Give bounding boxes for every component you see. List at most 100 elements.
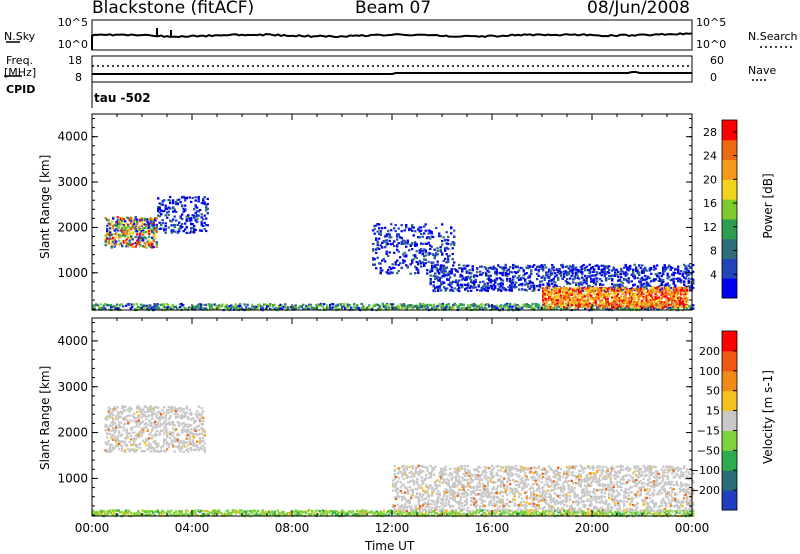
power-cell — [109, 237, 112, 240]
velocity-cell — [149, 513, 152, 516]
power-cell — [372, 305, 375, 308]
power-cell — [614, 283, 617, 286]
velocity-cell — [124, 409, 127, 412]
velocity-cell — [148, 445, 151, 448]
power-cell — [606, 294, 609, 297]
velocity-cell — [110, 435, 113, 438]
power-cell — [533, 284, 536, 287]
power-cell — [593, 274, 596, 277]
power-cell — [632, 273, 635, 276]
power-cell — [572, 291, 575, 294]
power-cell — [194, 219, 197, 222]
power-cell — [569, 292, 572, 295]
power-cell — [600, 292, 603, 295]
power-cell — [467, 264, 470, 267]
velocity-cell — [172, 445, 175, 448]
power-cell — [446, 287, 449, 290]
velocity-cell — [107, 510, 110, 513]
power-cell — [549, 293, 552, 297]
power-cell — [578, 282, 581, 285]
power-cell — [198, 303, 201, 306]
velocity-cell — [197, 418, 200, 421]
power-cell — [516, 265, 519, 268]
power-cell — [145, 231, 148, 234]
power-cell — [462, 303, 465, 306]
power-cell — [567, 289, 570, 292]
power-cell — [290, 306, 293, 309]
velocity-cell — [119, 511, 122, 514]
power-cell — [353, 303, 356, 306]
power-cell — [641, 289, 644, 292]
power-cell — [394, 263, 397, 266]
power-cell — [680, 290, 683, 293]
velocity-cell — [143, 441, 146, 444]
velocity-cell — [176, 413, 179, 416]
power-cell — [546, 308, 549, 311]
power-cell — [154, 217, 157, 220]
velocity-cell — [200, 509, 203, 512]
power-cell — [600, 289, 603, 292]
power-cell — [139, 227, 142, 230]
power-cell — [115, 228, 118, 231]
velocity-cell — [161, 409, 164, 412]
power-cell — [450, 286, 453, 289]
power-cell — [675, 277, 678, 280]
power-cell — [495, 270, 498, 273]
power-cell — [118, 223, 121, 226]
velocity-cell — [188, 442, 191, 445]
power-cell — [125, 241, 128, 244]
power-cell — [453, 241, 456, 244]
power-cell — [485, 289, 488, 292]
power-cell — [446, 303, 449, 306]
power-cell — [633, 276, 636, 279]
power-cell — [152, 229, 155, 232]
velocity-cell — [203, 514, 206, 517]
power-cell — [127, 236, 130, 239]
velocity-cell — [127, 408, 130, 411]
velocity-cell — [155, 429, 158, 433]
velocity-cell — [160, 423, 163, 426]
power-cell — [588, 293, 591, 297]
power-cell — [146, 308, 149, 311]
power-cell — [680, 270, 683, 273]
velocity-cell — [110, 410, 113, 414]
power-cell — [672, 292, 675, 295]
power-cell — [115, 240, 118, 243]
power-cell — [394, 261, 397, 264]
power-cell — [194, 205, 197, 208]
power-cell — [647, 282, 650, 285]
power-cell — [273, 303, 276, 306]
velocity-cell — [107, 450, 110, 453]
velocity-cell — [178, 407, 181, 410]
velocity-cell — [169, 416, 172, 419]
power-cell — [593, 308, 596, 311]
power-cell — [603, 270, 606, 273]
power-cell — [504, 289, 507, 292]
velocity-cell — [157, 442, 160, 445]
power-cell — [528, 287, 531, 290]
power-cell — [647, 307, 650, 310]
power-cell — [629, 294, 632, 297]
power-cell — [451, 252, 454, 256]
power-cell — [191, 223, 194, 226]
power-cell — [537, 270, 540, 273]
power-cell — [588, 270, 591, 273]
velocity-cell — [95, 511, 98, 514]
velocity-cell — [137, 419, 140, 422]
power-cell — [422, 304, 425, 307]
power-cell — [585, 301, 588, 304]
power-cell — [555, 299, 558, 302]
power-cell — [160, 213, 163, 216]
power-cell — [134, 245, 137, 248]
power-cell — [570, 266, 573, 269]
power-cell — [546, 299, 549, 302]
power-cell — [347, 303, 350, 306]
velocity-cell — [233, 510, 236, 513]
power-cell — [537, 274, 540, 277]
power-cell — [106, 233, 109, 236]
power-cell — [500, 284, 503, 287]
velocity-cell — [190, 428, 193, 431]
power-cell — [110, 306, 113, 309]
velocity-cell — [122, 429, 125, 432]
power-cell — [132, 303, 135, 306]
